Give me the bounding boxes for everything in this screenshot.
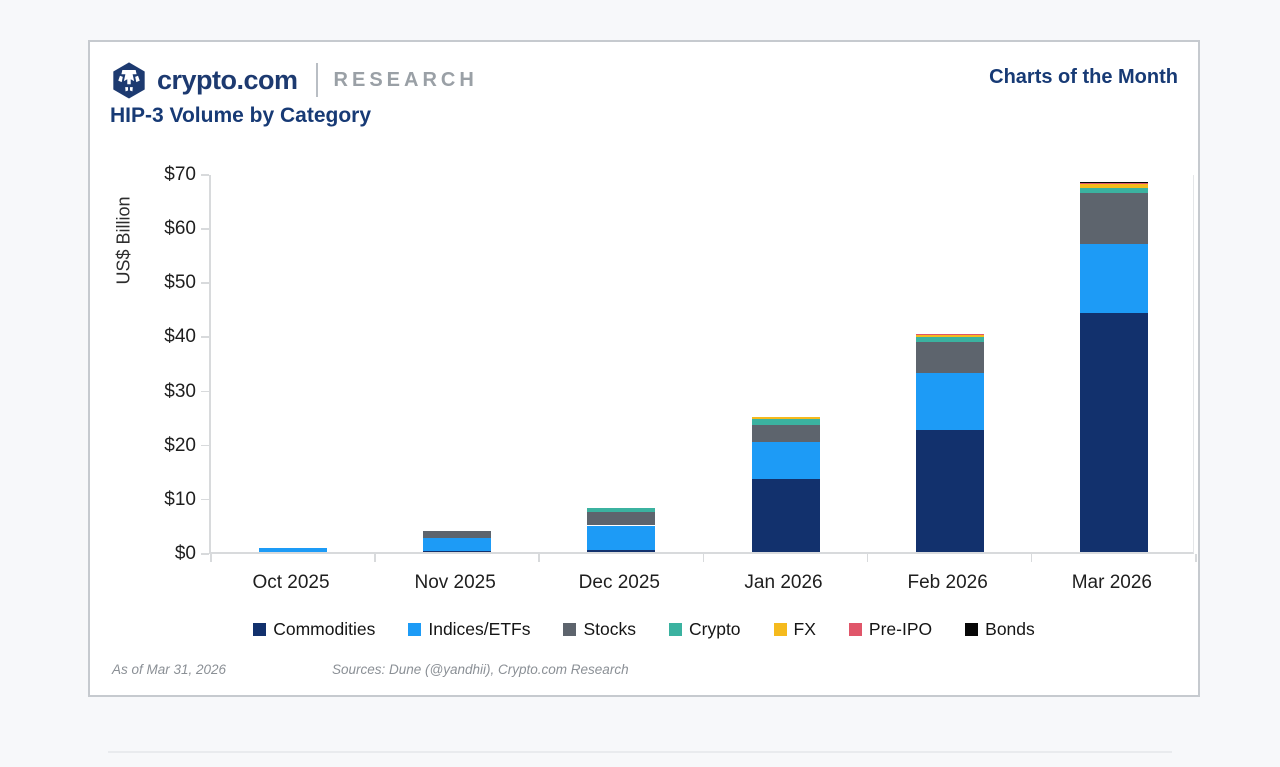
brand-name: crypto.com bbox=[157, 64, 298, 95]
legend-label: Stocks bbox=[583, 619, 636, 639]
bar-segment-stocks-nov-2025 bbox=[423, 531, 492, 539]
bar-segment-stocks-dec-2025 bbox=[587, 511, 656, 526]
legend-item-bonds: Bonds bbox=[965, 619, 1035, 640]
brand-row: crypto.com RESEARCH bbox=[110, 60, 478, 100]
x-axis-tick bbox=[210, 554, 212, 562]
legend-swatch-icon bbox=[773, 623, 787, 636]
bar-segment-crypto-dec-2025 bbox=[587, 508, 656, 512]
y-axis-tick bbox=[201, 553, 209, 555]
plot-area bbox=[201, 174, 1197, 562]
y-axis-tick bbox=[201, 498, 209, 501]
bar-segment-commodities-dec-2025 bbox=[587, 550, 656, 552]
x-axis-label: Feb 2026 bbox=[907, 572, 988, 593]
x-axis-tick bbox=[374, 554, 376, 562]
y-axis-tick bbox=[201, 174, 209, 176]
legend-swatch-icon bbox=[848, 623, 862, 636]
y-axis-tick-label: $60 bbox=[164, 218, 196, 240]
legend-label: Indices/ETFs bbox=[428, 619, 531, 639]
bar-segment-crypto-jan-2026 bbox=[751, 418, 820, 425]
x-axis-label: Nov 2025 bbox=[414, 572, 496, 593]
bar-segment-stocks-jan-2026 bbox=[751, 424, 820, 443]
brand-divider bbox=[315, 63, 318, 97]
bar-segment-fx-feb-2026 bbox=[915, 334, 984, 337]
bar-segment-indices-etfs-feb-2026 bbox=[915, 372, 984, 430]
x-axis-label: Dec 2025 bbox=[578, 572, 660, 593]
legend-swatch-icon bbox=[253, 623, 267, 636]
y-axis-tick-label: $40 bbox=[164, 326, 196, 348]
legend-swatch-icon bbox=[965, 623, 979, 636]
chart-card: crypto.com RESEARCH Charts of the Month … bbox=[88, 40, 1200, 697]
bar-segment-fx-jan-2026 bbox=[751, 416, 820, 419]
legend-label: Pre-IPO bbox=[868, 619, 933, 639]
y-axis-tick-label: $20 bbox=[164, 434, 196, 456]
legend-item-stocks: Stocks bbox=[563, 619, 636, 640]
bar-segment-pre-ipo-feb-2026 bbox=[915, 333, 984, 335]
legend-swatch-icon bbox=[669, 623, 682, 636]
legend-item-crypto: Crypto bbox=[669, 619, 741, 640]
sources-note: Sources: Dune (@yandhii), Crypto.com Res… bbox=[332, 662, 629, 677]
x-axis-tick bbox=[1195, 554, 1197, 562]
bar-segment-fx-mar-2026 bbox=[1079, 184, 1148, 188]
legend-item-fx: FX bbox=[773, 619, 816, 640]
y-axis-tick bbox=[201, 282, 209, 284]
legend-item-pre-ipo: Pre-IPO bbox=[848, 619, 933, 640]
x-axis-label: Jan 2026 bbox=[744, 572, 823, 593]
bar-segment-commodities-nov-2025 bbox=[423, 551, 492, 552]
bar-segment-pre-ipo-mar-2026 bbox=[1079, 183, 1148, 185]
legend-item-indices-etfs: Indices/ETFs bbox=[408, 619, 530, 640]
chart-title: HIP-3 Volume by Category bbox=[110, 104, 372, 127]
as-of-date: As of Mar 31, 2026 bbox=[112, 662, 227, 677]
x-axis-label: Mar 2026 bbox=[1071, 572, 1152, 593]
bar-segment-indices-etfs-jan-2026 bbox=[751, 442, 820, 479]
y-axis-tick bbox=[201, 444, 209, 447]
y-axis-tick-label: $50 bbox=[164, 272, 196, 294]
crypto-com-logo-icon bbox=[113, 62, 145, 99]
y-axis-tick bbox=[201, 228, 209, 230]
legend-label: Commodities bbox=[273, 619, 376, 639]
x-axis-tick bbox=[866, 554, 869, 562]
y-axis-tick-label: $10 bbox=[164, 488, 196, 510]
y-axis-tick-label: $30 bbox=[164, 380, 196, 402]
charts-of-the-month-label: Charts of the Month bbox=[989, 66, 1178, 88]
legend-swatch-icon bbox=[408, 623, 422, 636]
bar-segment-indices-etfs-oct-2025 bbox=[259, 548, 328, 552]
bar-segment-commodities-feb-2026 bbox=[915, 429, 984, 552]
x-axis-label: Oct 2025 bbox=[252, 572, 330, 593]
bar-segment-bonds-mar-2026 bbox=[1079, 182, 1148, 184]
bar-segment-commodities-mar-2026 bbox=[1079, 312, 1148, 552]
chart-legend: Commodities Indices/ETFs Stocks Crypto FX Pre… bbox=[90, 619, 1198, 640]
bar-segment-crypto-mar-2026 bbox=[1079, 187, 1148, 193]
x-axis-tick bbox=[1030, 554, 1033, 562]
y-axis-tick-label: $70 bbox=[164, 164, 196, 185]
legend-item-commodities: Commodities bbox=[253, 619, 375, 640]
bar-segment-crypto-feb-2026 bbox=[915, 336, 984, 342]
legend-label: Crypto bbox=[689, 619, 741, 639]
y-axis-tick-label: $0 bbox=[174, 543, 196, 564]
bar-segment-commodities-jan-2026 bbox=[751, 478, 820, 552]
bar-segment-indices-etfs-nov-2025 bbox=[423, 538, 492, 552]
bar-segment-stocks-feb-2026 bbox=[915, 341, 984, 373]
y-axis-tick bbox=[201, 336, 209, 338]
legend-swatch-icon bbox=[563, 623, 577, 636]
legend-label: FX bbox=[793, 619, 816, 639]
bar-segment-stocks-mar-2026 bbox=[1079, 192, 1148, 245]
x-axis-tick bbox=[702, 554, 704, 562]
legend-label: Bonds bbox=[985, 619, 1035, 639]
y-axis-tick bbox=[201, 390, 209, 393]
bar-segment-indices-etfs-mar-2026 bbox=[1079, 244, 1148, 313]
brand-suffix: RESEARCH bbox=[333, 68, 478, 91]
x-axis-tick bbox=[538, 554, 540, 562]
page-bottom-divider bbox=[108, 751, 1172, 753]
bar-segment-indices-etfs-dec-2025 bbox=[587, 525, 656, 551]
